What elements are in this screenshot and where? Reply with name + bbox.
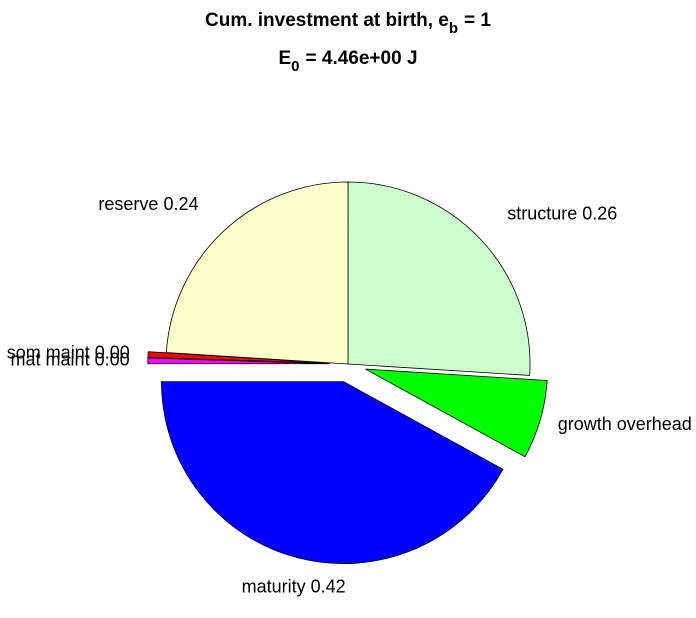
slice-label: growth overhead0.07: [558, 414, 696, 434]
slice-label: reserve 0.24: [98, 194, 198, 214]
slice-value: 0.24: [163, 194, 198, 214]
slice-value: 0.00: [95, 342, 130, 362]
subtitle-text: E: [278, 48, 291, 69]
slice-value: 0.26: [582, 203, 617, 223]
chart-subtitle: E0 = 4.46e+00 J: [278, 48, 417, 75]
pie-slice: [147, 357, 330, 365]
subtitle-sub: 0: [291, 58, 299, 75]
slice-name: mat maint: [11, 349, 90, 369]
slice-name: growth overhead: [558, 414, 692, 434]
slice-value: 0.00: [95, 349, 130, 369]
slice-value: 0.42: [311, 576, 346, 596]
pie-slice: [161, 381, 504, 564]
title-tail: = 1: [464, 10, 491, 31]
slice-name: maturity: [242, 576, 306, 596]
chart-title: Cum. investment at birth, eb = 1: [205, 10, 491, 37]
subtitle-tail: = 4.46e+00 J: [306, 48, 418, 69]
slice-name: som maint: [7, 342, 90, 362]
slice-name: structure: [507, 203, 577, 223]
title-sub: b: [449, 20, 458, 37]
pie-slice: [365, 368, 548, 458]
slice-label: maturity 0.42: [242, 576, 346, 596]
pie-slice: [347, 181, 531, 376]
slice-label: som maint 0.00: [7, 342, 130, 362]
title-text: Cum. investment at birth, e: [205, 10, 449, 31]
slice-label: mat maint 0.00: [11, 349, 130, 369]
slice-label: structure 0.26: [507, 203, 617, 223]
pie-slice: [165, 181, 349, 365]
slice-name: reserve: [98, 194, 158, 214]
